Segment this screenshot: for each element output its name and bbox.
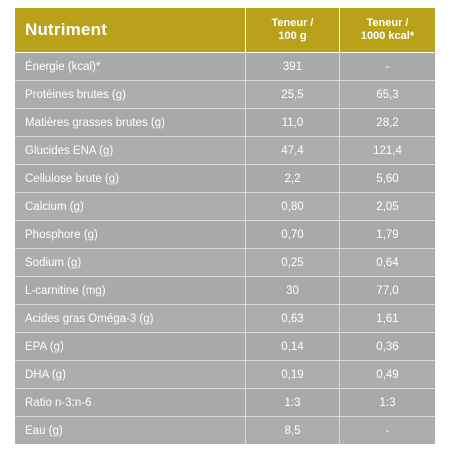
value-per-1000kcal-cell: 0,36 — [339, 333, 435, 360]
value-per-1000kcal-cell: 5,60 — [339, 165, 435, 192]
nutrient-name-cell: Glucides ENA (g) — [25, 144, 114, 157]
value-per-1000kcal-cell: - — [339, 417, 435, 444]
value-per-100g-cell: 0,14 — [245, 333, 339, 360]
nutrient-name-cell: Sodium (g) — [25, 256, 82, 269]
value-per-100g-cell: 0,19 — [245, 361, 339, 388]
value-per-1000kcal-cell: 0,64 — [339, 249, 435, 276]
value-per-1000kcal-cell: 28,2 — [339, 109, 435, 136]
value-per-100g-cell: 0,80 — [245, 193, 339, 220]
table-row: Protéines brutes (g) 25,5 65,3 — [15, 81, 435, 109]
nutrient-name-cell: Protéines brutes (g) — [25, 88, 126, 101]
table-body: Énergie (kcal)* 391- Protéines brutes (g) 2… — [15, 53, 435, 444]
header-per-100g: Teneur / 100 g — [245, 8, 339, 52]
table-row: Ratio n-3:n-6 1:3 1:3 — [15, 389, 435, 417]
value-per-1000kcal-cell: 0,49 — [339, 361, 435, 388]
nutrient-name-cell: Cellulose brute (g) — [25, 172, 119, 185]
nutrient-name-cell: Phosphore (g) — [25, 228, 98, 241]
nutrient-name-cell: DHA (g) — [25, 368, 66, 381]
nutrient-name-cell: Matières grasses brutes (g) — [25, 116, 165, 129]
nutrient-name-cell: EPA (g) — [25, 340, 64, 353]
value-per-1000kcal-cell: - — [339, 53, 435, 80]
nutrient-name-cell: Calcium (g) — [25, 200, 84, 213]
table-row: EPA (g) 0,14 0,36 — [15, 333, 435, 361]
table-row: L-carnitine (mg) 30 77,0 — [15, 277, 435, 305]
value-per-1000kcal-cell: 1:3 — [339, 389, 435, 416]
value-per-100g-cell: 8,5 — [245, 417, 339, 444]
value-per-1000kcal-cell: 1,61 — [339, 305, 435, 332]
nutrient-name-cell: Énergie (kcal)* — [25, 60, 101, 73]
table-row: Cellulose brute (g) 2,2 5,60 — [15, 165, 435, 193]
table-row: Acides gras Oméga-3 (g) 0,63 1,61 — [15, 305, 435, 333]
nutrient-name-cell: L-carnitine (mg) — [25, 284, 106, 297]
nutrient-name-cell: Ratio n-3:n-6 — [25, 396, 92, 409]
header-per-100g-line2: 100 g — [278, 30, 307, 42]
value-per-100g-cell: 25,5 — [245, 81, 339, 108]
value-per-100g-cell: 0,25 — [245, 249, 339, 276]
header-nutrient: Nutriment — [25, 20, 108, 39]
table-row: Glucides ENA (g) 47,4 121,4 — [15, 137, 435, 165]
header-per-1000kcal-line1: Teneur / — [366, 17, 409, 29]
value-per-100g-cell: 391 — [245, 53, 339, 80]
header-per-100g-line1: Teneur / — [271, 17, 314, 29]
nutrient-name-cell: Acides gras Oméga-3 (g) — [25, 312, 154, 325]
table-row: Phosphore (g) 0,70 1,79 — [15, 221, 435, 249]
header-per-1000kcal-line2: 1000 kcal* — [360, 30, 415, 42]
table-row: Eau (g) 8,5- — [15, 417, 435, 444]
value-per-100g-cell: 30 — [245, 277, 339, 304]
value-per-1000kcal-cell: 77,0 — [339, 277, 435, 304]
table-row: Énergie (kcal)* 391- — [15, 53, 435, 81]
table-row: Sodium (g) 0,25 0,64 — [15, 249, 435, 277]
table-row: DHA (g) 0,19 0,49 — [15, 361, 435, 389]
value-per-100g-cell: 2,2 — [245, 165, 339, 192]
value-per-100g-cell: 1:3 — [245, 389, 339, 416]
table-row: Matières grasses brutes (g) 11,0 28,2 — [15, 109, 435, 137]
value-per-100g-cell: 11,0 — [245, 109, 339, 136]
value-per-1000kcal-cell: 65,3 — [339, 81, 435, 108]
value-per-1000kcal-cell: 1,79 — [339, 221, 435, 248]
nutrition-table: Nutriment Teneur / 100 g Teneur / 1000 k… — [15, 8, 435, 444]
table-row: Calcium (g) 0,80 2,05 — [15, 193, 435, 221]
value-per-100g-cell: 0,63 — [245, 305, 339, 332]
value-per-1000kcal-cell: 2,05 — [339, 193, 435, 220]
value-per-100g-cell: 47,4 — [245, 137, 339, 164]
header-per-1000kcal: Teneur / 1000 kcal* — [339, 8, 435, 52]
nutrient-name-cell: Eau (g) — [25, 424, 63, 437]
value-per-100g-cell: 0,70 — [245, 221, 339, 248]
table-header: Nutriment Teneur / 100 g Teneur / 1000 k… — [15, 8, 435, 53]
value-per-1000kcal-cell: 121,4 — [339, 137, 435, 164]
